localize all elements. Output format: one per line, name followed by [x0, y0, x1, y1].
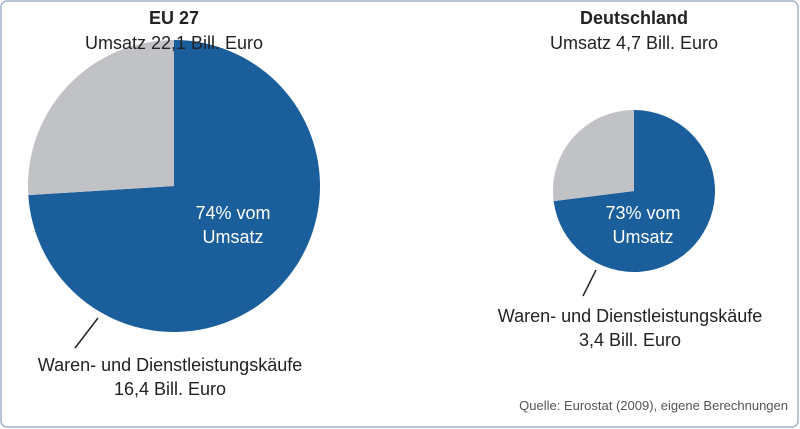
pie-slice: [553, 110, 634, 202]
pie-slice: [28, 40, 321, 332]
category-label: Waren- und Dienstleistungskäufe: [37, 355, 303, 375]
chart-subtitle: Umsatz 4,7 Bill. Euro: [549, 33, 719, 53]
pie-slice: [27, 40, 174, 196]
category-label: Waren- und Dienstleistungskäufe: [497, 306, 763, 326]
value-label: 74% vom Umsatz: [195, 203, 271, 247]
annotation: 3,4 Bill. Euro: [578, 330, 682, 350]
chart-title: Deutschland: [579, 8, 689, 28]
annotation: 16,4 Bill. Euro: [113, 379, 227, 399]
pie-slice: [553, 110, 715, 272]
chart-subtitle: Umsatz 22,1 Bill. Euro: [84, 33, 264, 53]
leader-line: [74, 317, 99, 349]
source: Quelle: Eurostat (2009), eigene Berechnu…: [519, 398, 788, 413]
value-label: 73% vom Umsatz: [605, 203, 681, 247]
chart-title: EU 27: [148, 8, 200, 28]
leader-line: [582, 269, 597, 297]
